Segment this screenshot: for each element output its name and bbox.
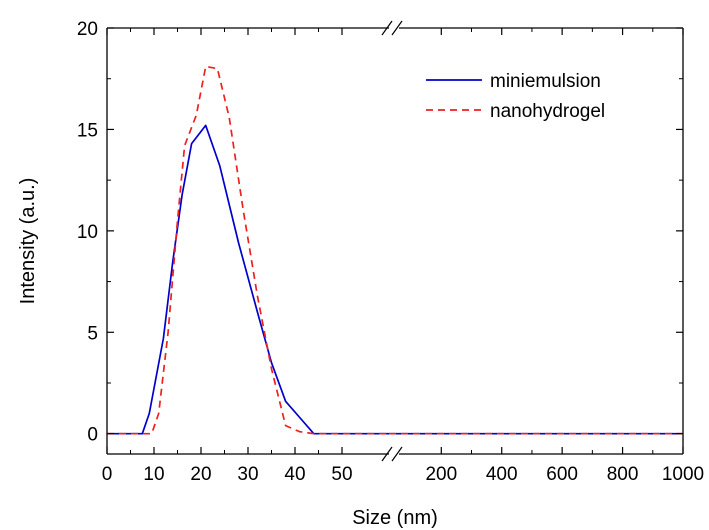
series-line-miniemulsion xyxy=(107,124,389,435)
top-axis-break-mark xyxy=(391,20,403,36)
y-axis-label: Intensity (a.u.) xyxy=(17,178,39,305)
y-tick-label: 20 xyxy=(77,19,98,40)
x-tick-label: 0 xyxy=(102,464,113,485)
top-axis-break-mark xyxy=(381,20,393,36)
x-tick-label: 40 xyxy=(284,464,305,485)
legend-label-miniemulsion: miniemulsion xyxy=(490,71,601,92)
x-tick-label: 20 xyxy=(190,464,211,485)
bottom-axis-break-mark xyxy=(391,446,403,462)
x-tick-label: 600 xyxy=(546,464,578,485)
legend-label-nanohydrogel: nanohydrogel xyxy=(490,101,605,122)
y-tick-label: 10 xyxy=(77,222,98,243)
y-tick-label: 5 xyxy=(87,323,98,344)
x-tick-label: 1000 xyxy=(662,464,704,485)
x-tick-label: 400 xyxy=(486,464,518,485)
y-tick-label: 0 xyxy=(87,425,98,446)
x-tick-label: 200 xyxy=(425,464,457,485)
x-tick-label: 10 xyxy=(143,464,164,485)
bottom-axis-break-mark xyxy=(381,446,393,462)
x-tick-label: 800 xyxy=(607,464,639,485)
x-tick-label: 50 xyxy=(331,464,352,485)
x-tick-label: 30 xyxy=(237,464,258,485)
series-line-nanohydrogel xyxy=(107,65,389,435)
x-axis-label: Size (nm) xyxy=(352,507,438,529)
y-tick-label: 15 xyxy=(77,120,98,141)
